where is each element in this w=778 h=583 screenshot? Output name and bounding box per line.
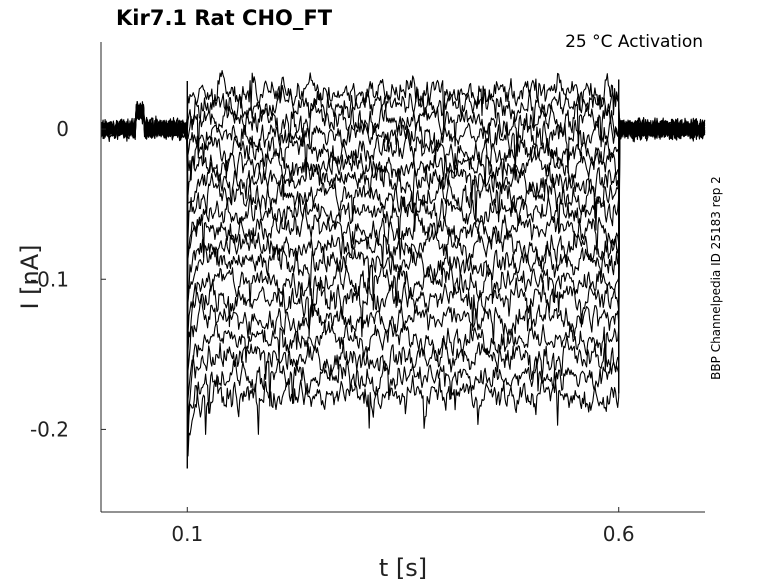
x-tick-label: 0.1 [171, 522, 203, 546]
x-axis-label: t [s] [379, 554, 427, 582]
current-trace [100, 110, 706, 201]
current-trace [100, 104, 706, 372]
current-trace [100, 106, 706, 182]
current-trace [100, 84, 706, 142]
current-trace [100, 105, 706, 238]
current-trace [100, 104, 706, 457]
current-trace [100, 97, 706, 159]
tick-group: 0.1 0.6 0 -0.1 -0.2 [30, 117, 635, 546]
y-axis-label: I [nA] [16, 244, 44, 309]
y-tick-label: 0 [56, 117, 69, 141]
current-trace [100, 104, 706, 400]
current-trace [100, 104, 706, 214]
current-trace [100, 102, 706, 301]
current-trace [100, 101, 705, 260]
y-tick-label: -0.2 [30, 417, 69, 441]
current-trace [101, 101, 706, 422]
current-trace [100, 70, 706, 141]
trace-group [100, 70, 706, 469]
current-trace [100, 103, 706, 174]
current-trace [100, 104, 706, 334]
y-tick-label: -0.1 [30, 267, 69, 291]
current-trace [100, 105, 706, 443]
condition-label: 25 °C Activation [565, 32, 703, 52]
axes [100, 42, 705, 513]
chart-title: Kir7.1 Rat CHO_FT [116, 6, 333, 30]
channelpedia-id-note: BBP Channelpedia ID 25183 rep 2 [709, 176, 723, 380]
current-trace [100, 102, 706, 351]
x-tick-label: 0.6 [603, 522, 635, 546]
